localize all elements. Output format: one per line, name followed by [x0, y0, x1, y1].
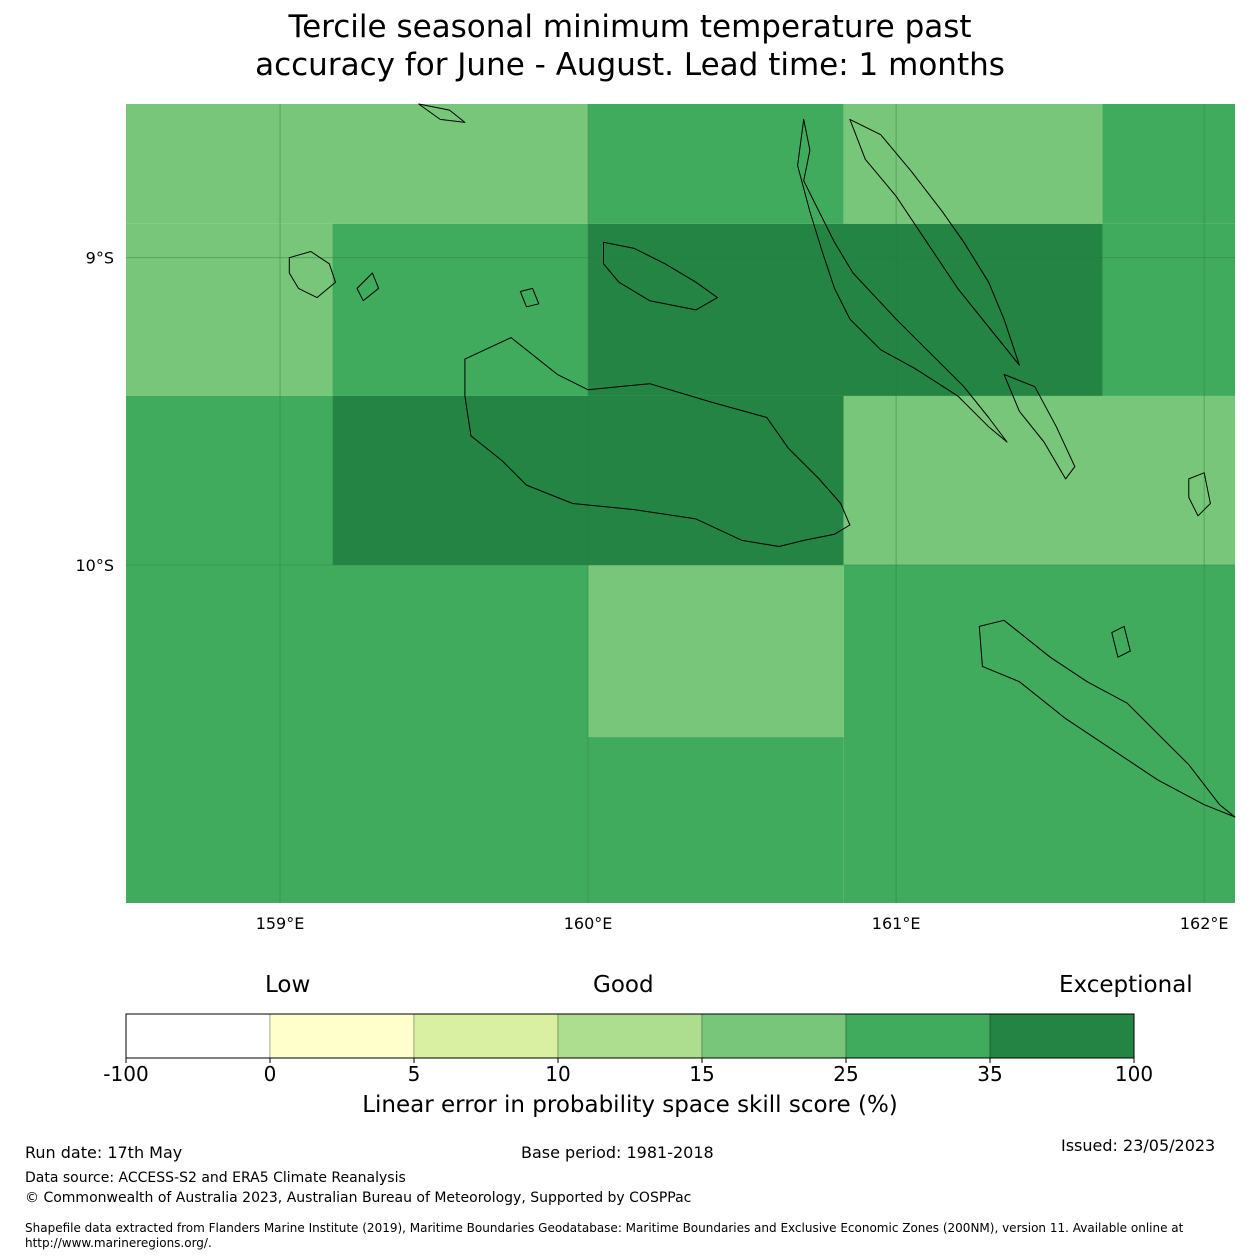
colorbar-tick-label: 0 — [264, 1062, 277, 1086]
skill-cell-3 — [1103, 104, 1235, 224]
colorbar-tick-label: 25 — [833, 1062, 858, 1086]
skill-cell-14 — [588, 737, 844, 903]
colorbar-tick-label: 5 — [408, 1062, 421, 1086]
base-period: Base period: 1981-2018 — [521, 1143, 714, 1162]
skill-cell-0 — [126, 104, 588, 224]
colorbar-bin-1 — [270, 1014, 414, 1058]
skill-cell-8 — [126, 396, 332, 565]
skill-cell-10 — [844, 396, 1235, 565]
skill-cell-12 — [588, 565, 844, 737]
colorbar-bin-3 — [558, 1014, 702, 1058]
skill-cell-2 — [844, 104, 1103, 224]
skill-cell-11 — [126, 565, 588, 903]
skill-cell-7 — [1103, 224, 1235, 396]
colorbar-bin-2 — [414, 1014, 558, 1058]
lon-tick-label: 160°E — [564, 914, 613, 933]
data-source: Data source: ACCESS-S2 and ERA5 Climate … — [25, 1170, 406, 1186]
colorbar-bin-5 — [846, 1014, 990, 1058]
colorbar-label: Linear error in probability space skill … — [0, 1092, 1260, 1118]
colorbar — [126, 1014, 1134, 1063]
skill-cell-5 — [332, 224, 588, 396]
colorbar-tick-label: -100 — [103, 1062, 148, 1086]
skill-cell-4 — [126, 224, 332, 396]
skill-cell-13 — [844, 565, 1235, 903]
colorbar-word-exceptional: Exceptional — [1059, 972, 1193, 998]
lon-tick-label: 162°E — [1180, 914, 1229, 933]
lat-tick-label: 10°S — [75, 556, 114, 575]
colorbar-bin-4 — [702, 1014, 846, 1058]
issued-date: Issued: 23/05/2023 — [1061, 1136, 1215, 1155]
colorbar-bin-6 — [990, 1014, 1134, 1058]
colorbar-word-good: Good — [593, 972, 654, 998]
skill-cell-1 — [588, 104, 844, 224]
lat-tick-label: 9°S — [86, 249, 114, 268]
colorbar-tick-label: 10 — [545, 1062, 570, 1086]
colorbar-bin-0 — [126, 1014, 270, 1058]
shapefile-credit-line-1: Shapefile data extracted from Flanders M… — [25, 1221, 1183, 1235]
colorbar-word-low: Low — [265, 972, 310, 998]
run-date: Run date: 17th May — [25, 1143, 182, 1162]
shapefile-credit-line-2: http://www.marineregions.org/. — [25, 1236, 212, 1250]
copyright: © Commonwealth of Australia 2023, Austra… — [25, 1190, 691, 1206]
colorbar-tick-label: 35 — [977, 1062, 1002, 1086]
lon-tick-label: 161°E — [872, 914, 921, 933]
lon-tick-label: 159°E — [256, 914, 305, 933]
colorbar-tick-label: 100 — [1115, 1062, 1153, 1086]
colorbar-tick-label: 15 — [689, 1062, 714, 1086]
skill-cells — [126, 104, 1235, 903]
